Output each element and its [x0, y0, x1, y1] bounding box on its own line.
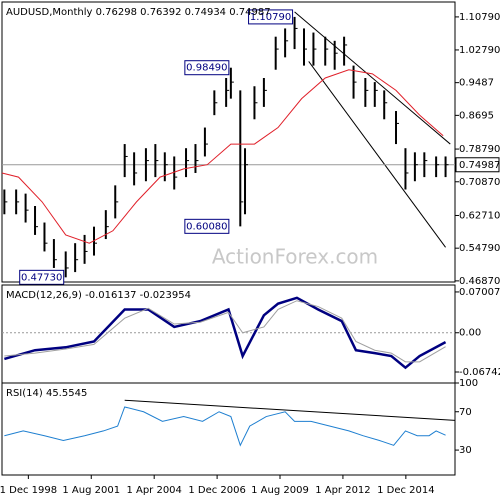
trend-line — [294, 11, 451, 145]
annotation-label: 0.60080 — [186, 221, 227, 232]
indicator-line — [4, 296, 447, 370]
x-tick-label: 1 Aug 2001 — [62, 485, 120, 496]
x-tick-label: 1 Dec 2014 — [377, 485, 435, 496]
indicator-line — [4, 406, 446, 447]
current-price-label: 0.74987 — [459, 160, 500, 171]
current-price-box — [455, 157, 500, 173]
y-tick-label: 0.70870 — [459, 177, 500, 188]
y-tick-label: 30 — [459, 445, 472, 456]
panel-title: RSI(14) 45.5545 — [6, 388, 87, 399]
watermark: ActionForex.com — [212, 245, 378, 269]
x-tick-label: 1 Dec 2006 — [188, 485, 246, 496]
y-tick-label: 0.62710 — [459, 210, 500, 221]
annotation-label: 1.10790 — [250, 12, 291, 23]
y-tick-label: 0.54790 — [459, 243, 500, 254]
x-tick-label: 1 Dec 1998 — [0, 485, 57, 496]
y-tick-label: 0.00 — [459, 328, 481, 339]
y-tick-label: 100 — [459, 378, 478, 389]
y-tick-label: 1.02790 — [459, 45, 500, 56]
panel-frame — [1, 1, 456, 283]
annotation-box — [184, 60, 230, 76]
trend-line — [308, 61, 446, 248]
annotation-box — [19, 269, 65, 285]
y-tick-label: 70 — [459, 407, 472, 418]
annotation-label: 0.98490 — [186, 63, 227, 74]
indicator-line — [4, 300, 446, 363]
y-tick-label: 0.78790 — [459, 144, 500, 155]
y-tick-label: -0.067423 — [459, 367, 500, 378]
y-tick-label: 1.10790 — [459, 12, 500, 23]
annotation-box — [248, 9, 294, 25]
y-tick-label: 0.46870 — [459, 276, 500, 287]
trend-line — [124, 399, 456, 421]
x-tick-label: 1 Aug 2009 — [251, 485, 309, 496]
moving-average — [1, 69, 444, 244]
x-tick-label: 1 Apr 2004 — [126, 485, 181, 496]
y-tick-label: 0.9487 — [459, 78, 494, 89]
panel-title: MACD(12,26,9) -0.016137 -0.023954 — [6, 290, 191, 301]
panel-frame — [1, 382, 456, 476]
x-tick-label: 1 Apr 2012 — [315, 485, 370, 496]
annotation-label: 0.47730 — [21, 272, 62, 283]
y-tick-label: 0.8695 — [459, 110, 494, 121]
annotation-box — [184, 218, 230, 234]
y-tick-label: 0.070071 — [459, 287, 500, 298]
panel-title: AUDUSD,Monthly 0.76298 0.76392 0.74934 0… — [6, 7, 271, 18]
